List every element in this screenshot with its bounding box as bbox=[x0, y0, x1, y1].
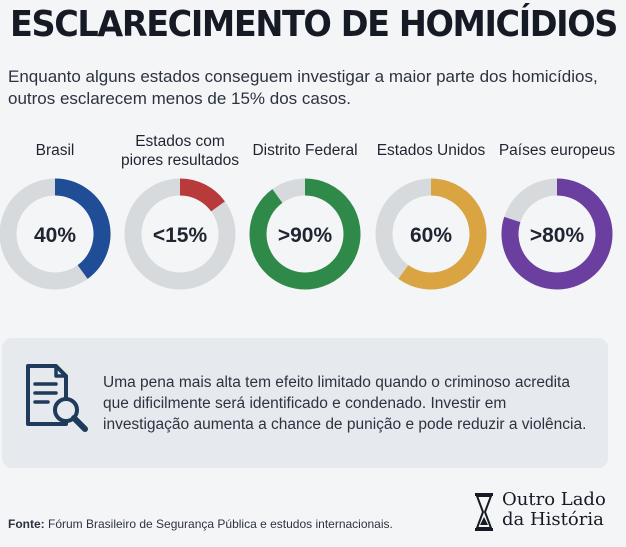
source-label: Fonte: bbox=[8, 517, 45, 531]
chart-label-estados-unidos: Estados Unidos bbox=[376, 142, 486, 159]
source-note: Fonte: Fórum Brasileiro de Segurança Púb… bbox=[8, 517, 393, 531]
donut-arc-distrito-federal bbox=[249, 178, 361, 290]
source-text: Fórum Brasileiro de Segurança Pública e … bbox=[48, 517, 393, 531]
info-box: Uma pena mais alta tem efeito limitado q… bbox=[2, 338, 608, 468]
donut-svg: 40% <15% >90% 60% >80% bbox=[0, 178, 613, 290]
donut-value-brasil: 40% bbox=[34, 224, 76, 247]
page-title: ESCLARECIMENTO DE HOMICÍDIOS bbox=[10, 4, 618, 45]
document-search-icon bbox=[26, 364, 88, 432]
brand-line-2: da História bbox=[502, 509, 604, 530]
page-subtitle: Enquanto alguns estados conseguem invest… bbox=[8, 67, 598, 108]
brand-line-1: Outro Lado bbox=[502, 489, 606, 510]
donut-brasil: 40% bbox=[0, 178, 111, 290]
donut-estados-com-piores-resultados: <15% bbox=[124, 178, 236, 290]
chart-label-piores-estados: Estados com piores resultados bbox=[120, 133, 240, 169]
donut-value-estados-com-piores-resultados: <15% bbox=[153, 224, 208, 247]
info-text: Uma pena mais alta tem efeito limitado q… bbox=[103, 374, 587, 433]
chart-label-distrito-federal: Distrito Federal bbox=[252, 142, 358, 159]
donut-charts: Brasil Estados com piores resultados Dis… bbox=[0, 128, 626, 328]
hourglass-icon bbox=[475, 493, 493, 531]
donut-arc-paises-europeus bbox=[501, 178, 613, 290]
chart-label-brasil: Brasil bbox=[35, 142, 75, 159]
chart-label-paises-europeus: Países europeus bbox=[498, 142, 616, 159]
donut-distrito-federal: >90% bbox=[249, 178, 361, 290]
brand-name: Outro Lado da História bbox=[502, 490, 626, 530]
donut-arc-estados-unidos bbox=[398, 178, 487, 290]
donut-value-paises-europeus: >80% bbox=[530, 224, 585, 247]
donut-arc-brasil bbox=[54, 178, 111, 279]
donut-paises-europeus: >80% bbox=[501, 178, 613, 290]
donut-value-distrito-federal: >90% bbox=[278, 224, 333, 247]
donut-arc-estados-com-piores-resultados bbox=[179, 178, 225, 212]
donut-estados-unidos: 60% bbox=[375, 178, 487, 290]
donut-value-estados-unidos: 60% bbox=[410, 224, 452, 247]
